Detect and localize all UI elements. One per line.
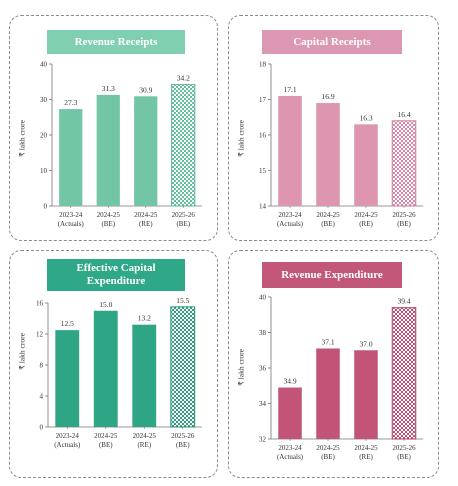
x-tick-label: 2025-26: [392, 444, 416, 452]
y-tick-label: 30: [40, 96, 48, 104]
x-tick-label: 2024-25: [354, 211, 378, 219]
data-label: 13.2: [138, 314, 151, 323]
x-tick-label: 2024-25: [94, 432, 118, 440]
data-label: 15.0: [99, 300, 112, 309]
bar: [170, 306, 196, 428]
data-label: 34.2: [177, 74, 190, 83]
chart-title: Capital Receipts: [262, 30, 402, 54]
x-tick-label: 2023-24: [56, 432, 80, 440]
data-label: 16.9: [321, 92, 334, 101]
chart-panel-capital-receipts: Capital Receipts ₹ lakh crore 14 15 16 17 18…: [228, 15, 439, 241]
bar: [278, 387, 302, 439]
x-tick-label: (RE): [139, 220, 153, 228]
y-tick-label: 32: [259, 436, 267, 444]
y-tick-label: 16: [36, 300, 44, 308]
x-tick-label: (RE): [137, 441, 151, 449]
data-label: 37.0: [359, 339, 372, 348]
y-tick-label: 17: [259, 96, 267, 104]
y-tick-label: 14: [259, 203, 267, 211]
x-tick-label: (BE): [176, 441, 190, 449]
data-label: 16.3: [359, 113, 372, 122]
bar: [354, 124, 378, 206]
bar: [316, 348, 340, 439]
bar: [391, 120, 417, 207]
x-tick-label: 2023-24: [278, 444, 302, 452]
bar: [96, 94, 120, 206]
bar: [93, 310, 118, 427]
y-tick-label: 8: [40, 362, 44, 370]
x-tick-label: (BE): [321, 220, 335, 228]
x-tick-label: (Actuals): [54, 441, 81, 449]
effective-capital-expenditure-chart: 048121612.52023-24(Actuals)15.02024-25(B…: [36, 296, 202, 449]
x-tick-label: (BE): [101, 220, 115, 228]
x-tick-label: 2024-25: [134, 211, 158, 219]
x-tick-label: 2023-24: [278, 211, 302, 219]
y-tick-label: 36: [259, 365, 267, 373]
y-tick-label: 18: [259, 61, 267, 69]
y-tick-label: 40: [40, 61, 48, 69]
x-tick-label: (Actuals): [277, 220, 304, 228]
x-tick-label: 2025-26: [171, 432, 195, 440]
data-label: 12.5: [61, 319, 74, 328]
y-tick-label: 10: [40, 167, 48, 175]
x-tick-label: 2025-26: [172, 211, 196, 219]
capital-receipts-chart: 14 15 16 17 18 17.1 2023-24(Actuals) 16.9 2024-2…: [259, 61, 423, 228]
x-tick-label: 2024-25: [133, 432, 157, 440]
y-tick-label: 12: [36, 331, 44, 339]
bar: [278, 95, 302, 206]
y-tick-label: 34: [259, 400, 267, 408]
y-tick-label: 40: [259, 294, 267, 302]
y-tick-label: 15: [259, 167, 267, 175]
y-tick-label: 0: [40, 424, 44, 432]
x-tick-label: (Actuals): [277, 453, 304, 461]
y-tick-label: 4: [40, 393, 44, 401]
x-tick-label: 2025-26: [392, 211, 416, 219]
data-label: 15.5: [176, 296, 189, 305]
x-tick-label: 2024-25: [354, 444, 378, 452]
bar: [132, 324, 157, 427]
revenue-receipts-chart: 0 10 20 30 40 27.3 2023-24(Actuals) 31.3 2024-25…: [40, 61, 202, 228]
x-tick-label: (RE): [359, 220, 373, 228]
x-tick-label: (BE): [99, 441, 113, 449]
y-tick-label: 20: [40, 132, 48, 140]
chart-panel-effective-capital-expenditure: Effective Capital Expenditure ₹ lakh cro…: [9, 250, 218, 478]
data-label: 37.1: [321, 337, 334, 346]
revenue-expenditure-chart: 32 34 36 38 40 34.9 2023-24(Actuals) 37.1 2024-2…: [259, 294, 423, 461]
data-label: 16.4: [397, 110, 410, 119]
x-tick-label: (BE): [321, 453, 335, 461]
x-tick-label: 2024-25: [97, 211, 121, 219]
bar: [316, 103, 340, 206]
chart-title: Effective Capital Expenditure: [47, 259, 185, 291]
chart-title: Revenue Receipts: [47, 30, 185, 54]
x-tick-label: (Actuals): [58, 220, 85, 228]
x-tick-label: 2024-25: [316, 211, 340, 219]
x-tick-label: 2024-25: [316, 444, 340, 452]
y-tick-label: 16: [259, 132, 267, 140]
x-tick-label: (BE): [397, 453, 411, 461]
bar: [59, 109, 83, 206]
bar: [391, 307, 417, 440]
bar: [55, 330, 80, 427]
x-tick-label: (BE): [176, 220, 190, 228]
x-tick-label: (RE): [359, 453, 373, 461]
x-tick-label: 2023-24: [59, 211, 83, 219]
data-label: 30.9: [139, 85, 152, 94]
data-label: 17.1: [283, 85, 296, 94]
y-tick-label: 38: [259, 329, 267, 337]
chart-panel-revenue-receipts: Revenue Receipts ₹ lakh crore 0 10 20 30 40 2…: [9, 15, 218, 241]
data-label: 31.3: [102, 84, 115, 93]
data-label: 27.3: [64, 98, 77, 107]
y-tick-label: 0: [44, 203, 48, 211]
x-tick-label: (BE): [397, 220, 411, 228]
bar: [134, 96, 158, 206]
bar: [354, 350, 378, 439]
data-label: 34.9: [283, 377, 296, 386]
chart-panel-revenue-expenditure: Revenue Expenditure ₹ lakh crore 32 34 36 3…: [228, 250, 439, 478]
bar: [171, 84, 196, 207]
data-label: 39.4: [397, 297, 410, 306]
chart-title: Revenue Expenditure: [262, 262, 402, 288]
